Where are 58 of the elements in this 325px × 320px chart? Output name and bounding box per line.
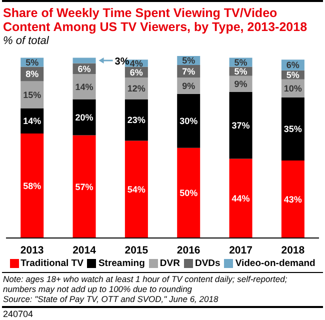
data-label: 5% [286,70,300,80]
bar [20,81,44,108]
data-label: 44% [232,194,250,204]
x-tick-label: 2013 [20,244,44,256]
bar [229,92,252,159]
bar [124,99,148,141]
data-label: 43% [284,194,302,204]
x-tick-label: 2015 [124,244,148,256]
bar [281,97,304,161]
data-label: 15% [23,90,42,100]
data-label: 12% [127,84,146,94]
data-label: 9% [182,80,196,91]
bar [72,99,96,136]
data-label: 10% [284,84,302,94]
bar [72,135,96,238]
legend-label: DVR [158,258,180,269]
x-tick-label: 2014 [72,244,96,256]
data-label: 30% [180,116,198,126]
text: Note: ages 18+ who watch at least 1 hour of TV content daily; self-reported; numbers may not add up to 100% due to rounding [3,274,288,294]
bar [20,133,44,238]
data-label: 6% [130,67,143,78]
data-label: 5% [26,58,39,68]
data-label: 7% [182,66,196,77]
data-label: 57% [75,182,94,192]
source-note: Source: "State of Pay TV, OTT and SVOD," June 6, 2018 [3,294,220,304]
data-label: 54% [127,184,146,195]
legend-label: Traditional TV [20,258,84,269]
legend-label: DVDs [194,258,220,269]
legend-label: Streaming [97,258,145,269]
data-label: 8% [26,69,39,80]
data-label: 35% [284,124,302,134]
bar [124,140,148,238]
bar [177,94,200,148]
data-label: 50% [180,188,198,198]
x-tick-label: 2017 [229,244,253,256]
x-tick-label: 2016 [176,244,200,256]
text: 240704 [2,308,34,320]
data-label: 5% [182,56,196,66]
legend-label: Video-on-demand [234,258,316,269]
data-label: 6% [286,60,300,70]
data-label: 58% [23,180,42,191]
data-label: 20% [75,112,94,122]
bar [177,148,200,238]
data-label: 9% [234,79,248,90]
data-label: 5% [234,66,248,77]
data-label: 37% [232,120,250,131]
bar [72,58,96,64]
x-tick-label: 2018 [281,244,305,256]
data-label: 5% [234,58,248,68]
data-label: 23% [127,115,146,126]
data-label: 4% [130,58,143,68]
bar [281,160,304,238]
chart-subtitle: % of total [2,34,50,48]
chart-title: Share of Weekly Time Spent Viewing TV/Video Content Among US TV Viewers, by Type, 2013-2018 [2,5,308,34]
bar [229,158,252,238]
data-label: 6% [78,64,91,74]
data-label: 14% [23,116,42,126]
data-label: 14% [75,82,94,92]
